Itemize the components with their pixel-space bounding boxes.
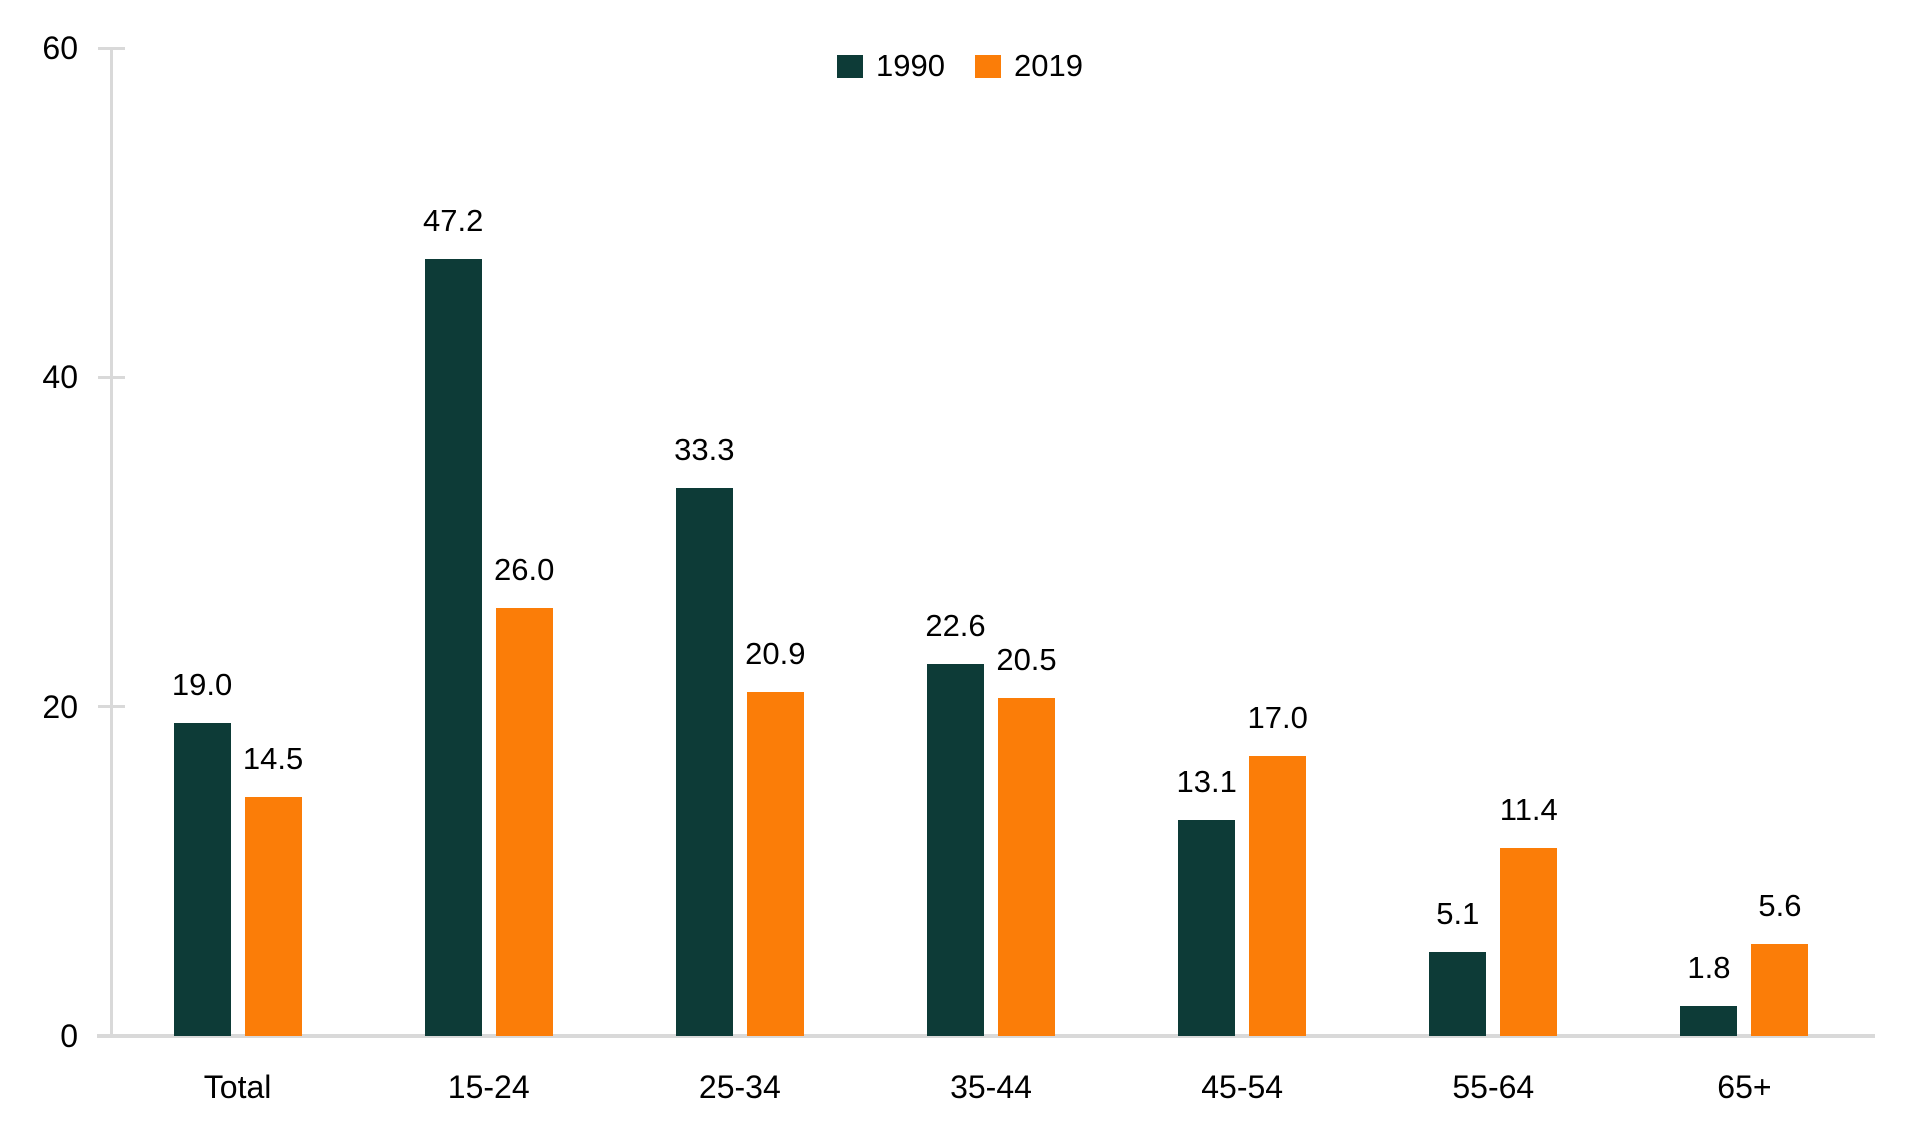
- bar-2019-65+: [1751, 943, 1809, 1036]
- category-label-25-34: 25-34: [698, 1069, 781, 1105]
- bar-2019-15-24: [495, 607, 553, 1036]
- data-label-2019-Total: 14.5: [242, 741, 304, 777]
- bar-2019-Total: [244, 797, 302, 1036]
- category-label-15-24: 15-24: [447, 1069, 530, 1105]
- bar-1990-15-24: [424, 258, 482, 1036]
- y-axis-tick-label: 0: [60, 1018, 78, 1054]
- chart-legend: 1990 2019: [0, 46, 1920, 86]
- category-label-45-54: 45-54: [1201, 1069, 1284, 1105]
- data-label-1990-Total: 19.0: [171, 667, 233, 703]
- data-label-1990-45-54: 13.1: [1176, 764, 1237, 800]
- bar-2019-45-54: [1249, 756, 1307, 1036]
- data-label-1990-35-44: 22.6: [925, 607, 986, 643]
- bar-1990-25-34: [675, 487, 733, 1036]
- bar-1990-Total: [173, 723, 231, 1036]
- y-axis-line: [110, 48, 113, 1036]
- data-label-2019-45-54: 17.0: [1247, 700, 1308, 736]
- data-label-1990-15-24: 47.2: [423, 202, 484, 238]
- legend-item-1990: 1990: [837, 46, 945, 86]
- data-label-2019-15-24: 26.0: [494, 551, 555, 587]
- legend-item-2019: 2019: [975, 46, 1083, 86]
- legend-swatch-icon: [975, 54, 1001, 78]
- category-label-35-44: 35-44: [950, 1069, 1032, 1105]
- data-label-2019-65+: 5.6: [1758, 887, 1802, 923]
- data-label-1990-55-64: 5.1: [1436, 896, 1480, 932]
- bar-2019-35-44: [998, 698, 1055, 1036]
- bar-1990-35-44: [927, 663, 984, 1036]
- legend-swatch-icon: [837, 54, 864, 78]
- y-axis-tick-mark: [98, 705, 125, 709]
- legend-label: 2019: [1014, 48, 1083, 83]
- bar-2019-55-64: [1500, 848, 1558, 1036]
- category-label-65+: 65+: [1717, 1069, 1772, 1105]
- data-label-1990-25-34: 33.3: [674, 431, 735, 467]
- data-label-2019-25-34: 20.9: [745, 635, 806, 671]
- y-axis-tick-label: 60: [42, 30, 78, 66]
- y-axis-tick-mark: [98, 46, 125, 50]
- y-axis-tick-label: 40: [42, 359, 78, 396]
- y-axis-tick-label: 20: [42, 688, 78, 725]
- bar-1990-45-54: [1178, 820, 1236, 1036]
- bar-1990-65+: [1680, 1006, 1738, 1036]
- data-label-1990-65+: 1.8: [1687, 950, 1731, 986]
- category-label-55-64: 55-64: [1452, 1069, 1535, 1105]
- legend-label: 1990: [876, 48, 945, 83]
- x-axis-line: [97, 1034, 1875, 1038]
- data-label-2019-55-64: 11.4: [1499, 792, 1558, 828]
- y-axis-tick-mark: [98, 375, 125, 379]
- bar-1990-55-64: [1429, 952, 1487, 1036]
- data-label-2019-35-44: 20.5: [996, 642, 1057, 678]
- plot-area: 19.0 14.5 47.2 26.0 33.3 20.9 22.6 20.5 13.1 17.0…: [112, 48, 1870, 1036]
- bar-2019-25-34: [746, 691, 804, 1036]
- category-label-Total: Total: [203, 1069, 272, 1105]
